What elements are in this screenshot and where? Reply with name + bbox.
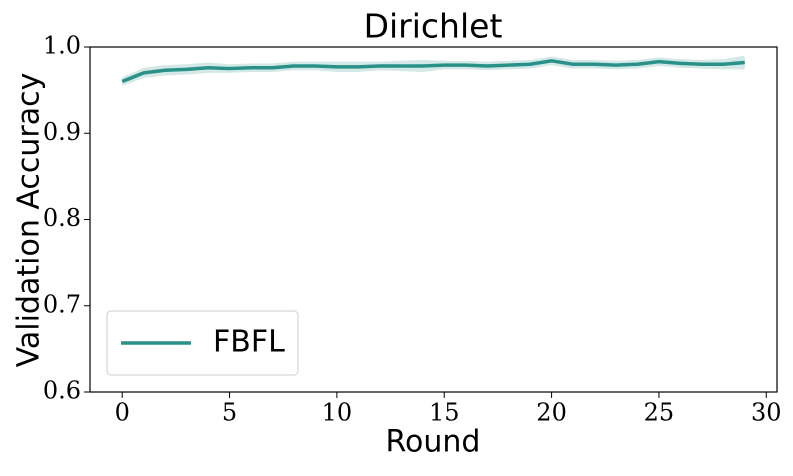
legend-box: [106, 310, 299, 376]
x-tick-label: 0: [115, 399, 130, 427]
y-tick-label: 0.8: [43, 204, 81, 232]
x-tick-label: 20: [536, 399, 567, 427]
line: [121, 59, 745, 84]
x-tick-label: 25: [644, 399, 675, 427]
y-axis-label: Validation Accuracy: [12, 73, 47, 368]
x-axis-label: Round: [386, 425, 481, 460]
x-tick-label: 10: [322, 399, 353, 427]
y-tick-label: 0.7: [43, 290, 81, 318]
y-tick-label: 0.9: [43, 118, 81, 146]
y-tick-label: 0.6: [43, 377, 81, 405]
legend-label: FBFL: [213, 325, 285, 360]
x-tick-label: 5: [222, 399, 237, 427]
plot-frame: [89, 46, 778, 393]
x-tick-label: 30: [751, 399, 782, 427]
y-tick-label: 1.0: [43, 32, 81, 60]
chart-title: Dirichlet: [364, 7, 503, 46]
x-tick-label: 15: [429, 399, 460, 427]
